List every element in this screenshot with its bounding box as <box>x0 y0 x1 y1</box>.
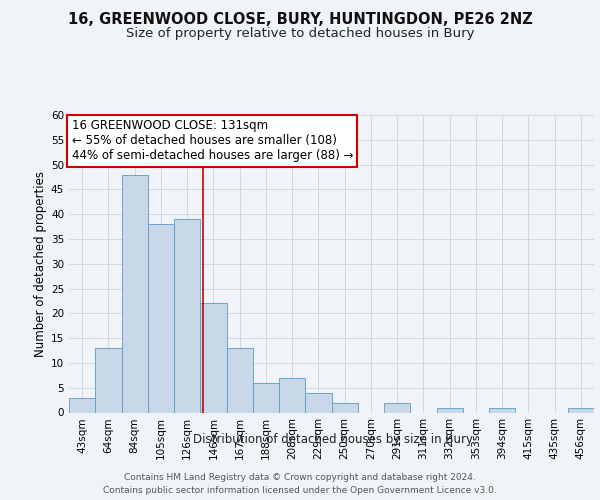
Text: 16, GREENWOOD CLOSE, BURY, HUNTINGDON, PE26 2NZ: 16, GREENWOOD CLOSE, BURY, HUNTINGDON, P… <box>68 12 532 28</box>
Text: Contains public sector information licensed under the Open Government Licence v3: Contains public sector information licen… <box>103 486 497 495</box>
Bar <box>437 408 463 412</box>
Bar <box>121 174 148 412</box>
Bar <box>489 408 515 412</box>
Bar <box>148 224 174 412</box>
Bar <box>95 348 121 412</box>
Bar <box>279 378 305 412</box>
Text: Size of property relative to detached houses in Bury: Size of property relative to detached ho… <box>126 28 474 40</box>
Bar <box>174 219 200 412</box>
Bar <box>568 408 594 412</box>
Y-axis label: Number of detached properties: Number of detached properties <box>34 171 47 357</box>
Bar <box>69 398 95 412</box>
Bar <box>331 402 358 412</box>
Bar <box>200 304 227 412</box>
Text: 16 GREENWOOD CLOSE: 131sqm
← 55% of detached houses are smaller (108)
44% of sem: 16 GREENWOOD CLOSE: 131sqm ← 55% of deta… <box>71 120 353 162</box>
Bar <box>384 402 410 412</box>
Text: Distribution of detached houses by size in Bury: Distribution of detached houses by size … <box>193 432 473 446</box>
Bar <box>305 392 331 412</box>
Bar <box>227 348 253 412</box>
Bar <box>253 383 279 412</box>
Text: Contains HM Land Registry data © Crown copyright and database right 2024.: Contains HM Land Registry data © Crown c… <box>124 472 476 482</box>
